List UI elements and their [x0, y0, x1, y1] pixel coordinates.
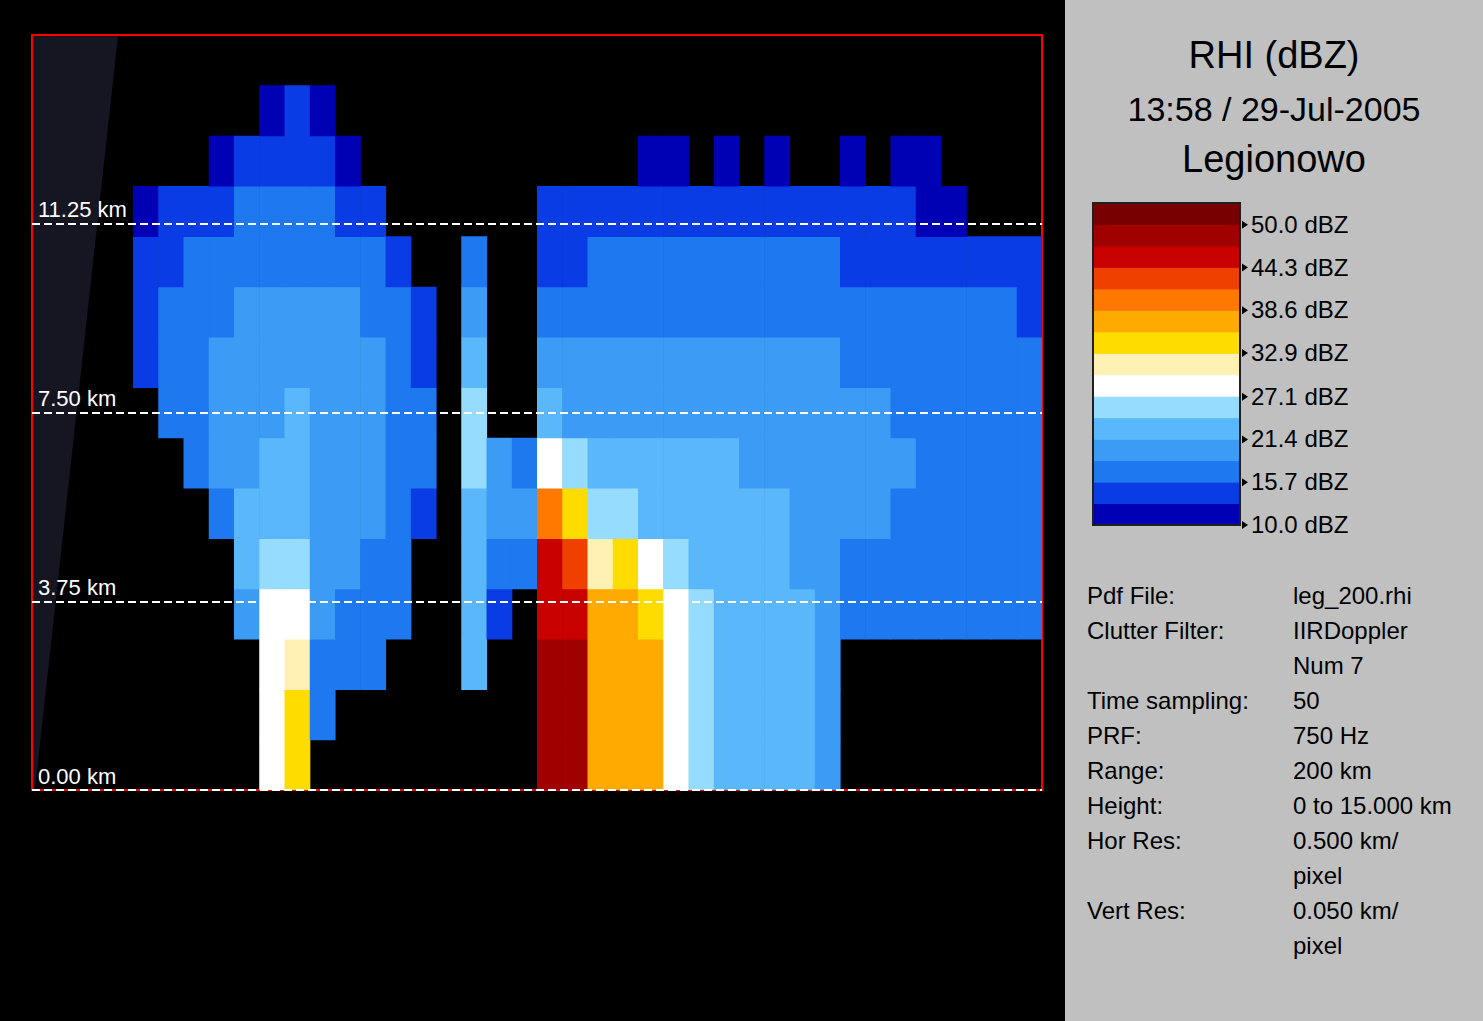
html-text:leg_200.rhi: leg_200.rhi: [1293, 582, 1412, 609]
html-text:13:58 / 29-Jul-2005: 13:58 / 29-Jul-2005: [1127, 90, 1421, 128]
html-text:IIRDoppler Num 7: IIRDoppler Num 7: [1293, 617, 1408, 679]
html-text:Height:: Height:: [1087, 792, 1163, 819]
html-text:Hor Res:: Hor Res:: [1087, 827, 1182, 854]
html-text:200 km: 200 km: [1293, 757, 1372, 784]
html-text:0.500 km/ pixel: 0.500 km/ pixel: [1293, 827, 1399, 889]
svg-text:11.25 km: 11.25 km: [38, 197, 127, 222]
svg-text:7.50 km: 7.50 km: [38, 386, 116, 411]
html-text:0.050 km/ pixel: 0.050 km/ pixel: [1293, 897, 1399, 959]
html-text:Pdf File:: Pdf File:: [1087, 582, 1175, 609]
svg-text:44.3 dBZ: 44.3 dBZ: [1251, 254, 1348, 281]
html-text:Legionowo: Legionowo: [1182, 138, 1366, 180]
html-text:Vert Res:: Vert Res:: [1087, 897, 1186, 924]
html-text:750 Hz: 750 Hz: [1293, 722, 1369, 749]
html-text:PRF:: PRF:: [1087, 722, 1142, 749]
svg-text:32.9 dBZ: 32.9 dBZ: [1251, 339, 1348, 366]
html-text:Range:: Range:: [1087, 757, 1165, 784]
svg-text:38.6 dBZ: 38.6 dBZ: [1251, 296, 1348, 323]
svg-text:0.00 km: 0.00 km: [38, 764, 116, 789]
svg-text:21.4 dBZ: 21.4 dBZ: [1251, 425, 1348, 452]
html-text:Time sampling:: Time sampling:: [1087, 687, 1249, 714]
html-text:RHI (dBZ): RHI (dBZ): [1188, 34, 1360, 76]
svg-text:15.7 dBZ: 15.7 dBZ: [1251, 468, 1348, 495]
svg-text:50.0 dBZ: 50.0 dBZ: [1251, 211, 1348, 238]
html-text:50: 50: [1293, 687, 1320, 714]
html-text:Clutter Filter:: Clutter Filter:: [1087, 617, 1225, 644]
html-text:0 to 15.000 km: 0 to 15.000 km: [1293, 792, 1452, 819]
svg-text:27.1 dBZ: 27.1 dBZ: [1251, 383, 1348, 410]
svg-text:3.75 km: 3.75 km: [38, 575, 116, 600]
svg-text:10.0 dBZ: 10.0 dBZ: [1251, 511, 1348, 538]
